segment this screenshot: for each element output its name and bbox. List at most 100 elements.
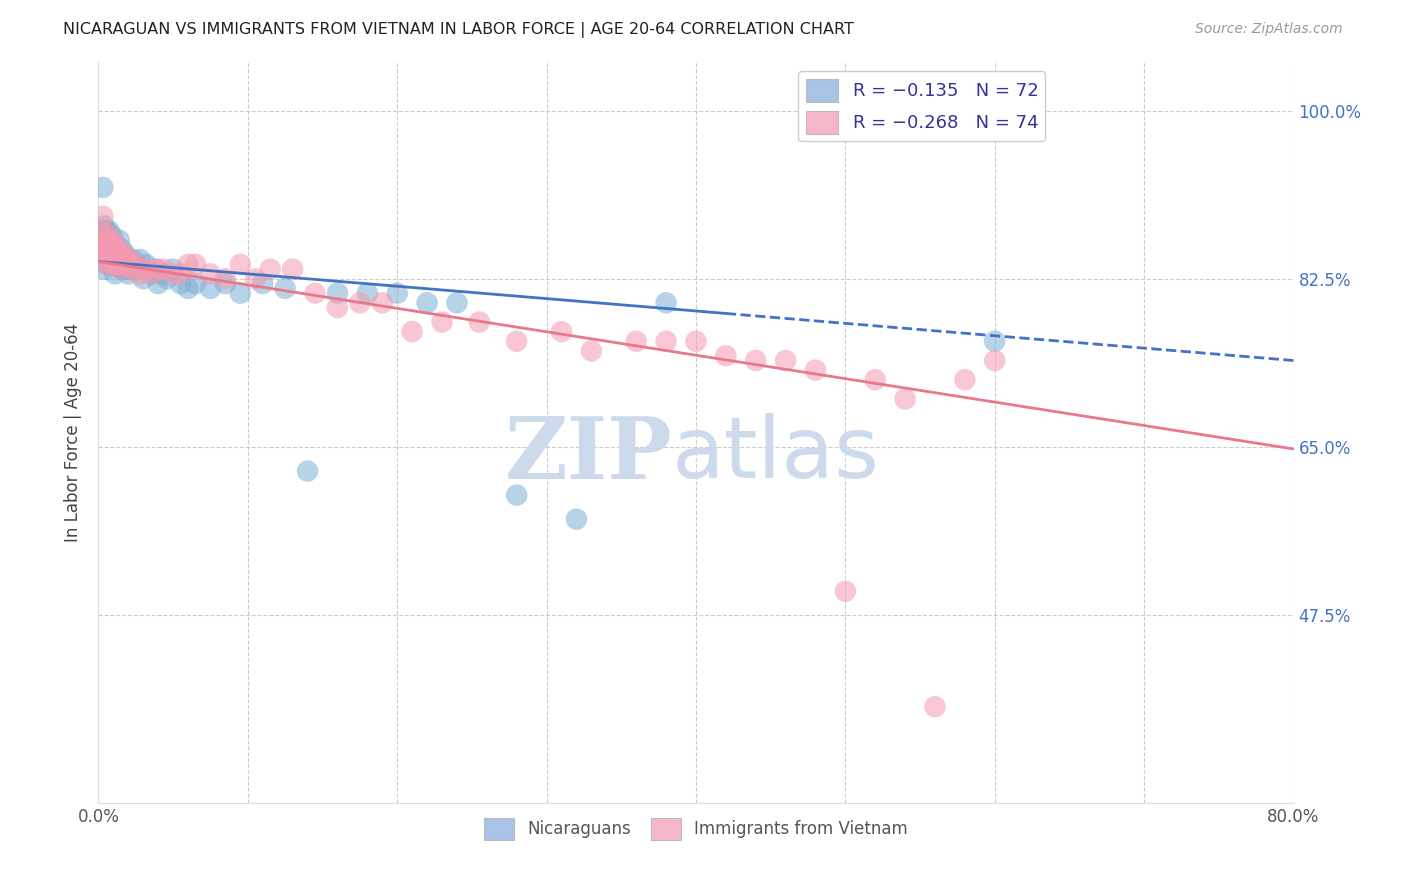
Point: [430, 315, 453, 329]
Point: [111, 243, 134, 257]
Point: [97, 224, 120, 238]
Point: [114, 257, 136, 271]
Point: [132, 272, 155, 286]
Point: [252, 277, 274, 291]
Point: [94, 224, 117, 238]
Point: [401, 325, 423, 339]
Point: [98, 252, 122, 267]
Point: [200, 267, 222, 281]
Point: [94, 252, 117, 267]
Point: [581, 343, 603, 358]
Point: [356, 286, 378, 301]
Point: [110, 262, 132, 277]
Point: [114, 257, 136, 271]
Point: [91, 238, 114, 252]
Point: [105, 248, 128, 262]
Point: [111, 257, 134, 271]
Point: [94, 252, 117, 267]
Point: [148, 262, 170, 277]
Point: [125, 262, 148, 277]
Point: [214, 272, 236, 286]
Point: [152, 267, 174, 281]
Point: [506, 334, 529, 349]
Text: NICARAGUAN VS IMMIGRANTS FROM VIETNAM IN LABOR FORCE | AGE 20-64 CORRELATION CHA: NICARAGUAN VS IMMIGRANTS FROM VIETNAM IN…: [63, 22, 855, 38]
Point: [120, 262, 142, 277]
Point: [107, 243, 129, 257]
Point: [148, 277, 170, 291]
Point: [101, 228, 124, 243]
Point: [214, 277, 236, 291]
Point: [804, 363, 827, 377]
Point: [129, 252, 152, 267]
Point: [385, 286, 409, 301]
Text: atlas: atlas: [672, 413, 880, 496]
Point: [446, 295, 468, 310]
Point: [184, 277, 207, 291]
Point: [91, 180, 114, 194]
Point: [98, 233, 122, 247]
Point: [349, 295, 371, 310]
Point: [111, 257, 134, 271]
Point: [714, 349, 737, 363]
Point: [371, 295, 394, 310]
Point: [94, 238, 117, 252]
Point: [136, 262, 159, 277]
Point: [110, 262, 132, 277]
Point: [135, 257, 157, 271]
Point: [112, 248, 135, 262]
Point: [97, 233, 120, 247]
Point: [139, 267, 162, 281]
Point: [96, 257, 118, 271]
Point: [103, 252, 125, 267]
Point: [506, 488, 529, 502]
Point: [97, 243, 120, 257]
Point: [416, 295, 439, 310]
Point: [281, 262, 304, 277]
Point: [245, 272, 267, 286]
Point: [865, 373, 887, 387]
Point: [107, 257, 129, 271]
Text: ZIP: ZIP: [505, 413, 672, 497]
Point: [117, 267, 139, 281]
Point: [685, 334, 707, 349]
Point: [626, 334, 648, 349]
Point: [105, 238, 128, 252]
Point: [128, 267, 150, 281]
Point: [107, 243, 129, 257]
Point: [93, 262, 115, 277]
Point: [894, 392, 917, 406]
Point: [565, 512, 588, 526]
Point: [297, 464, 319, 478]
Point: [98, 257, 122, 271]
Point: [115, 252, 138, 267]
Point: [108, 252, 131, 267]
Point: [110, 248, 132, 262]
Point: [984, 353, 1007, 368]
Point: [103, 238, 125, 252]
Point: [121, 252, 143, 267]
Point: [141, 267, 163, 281]
Point: [200, 281, 222, 295]
Point: [229, 286, 252, 301]
Point: [550, 325, 572, 339]
Point: [114, 248, 136, 262]
Point: [112, 262, 135, 277]
Point: [108, 233, 131, 247]
Point: [834, 584, 856, 599]
Point: [229, 257, 252, 271]
Point: [177, 281, 200, 295]
Point: [143, 262, 166, 277]
Point: [97, 228, 120, 243]
Point: [103, 252, 125, 267]
Point: [153, 262, 176, 277]
Point: [162, 262, 184, 277]
Point: [124, 257, 146, 271]
Point: [274, 281, 297, 295]
Point: [468, 315, 491, 329]
Point: [104, 243, 127, 257]
Point: [90, 224, 112, 238]
Point: [93, 243, 115, 257]
Point: [97, 243, 120, 257]
Legend: Nicaraguans, Immigrants from Vietnam: Nicaraguans, Immigrants from Vietnam: [477, 812, 915, 847]
Point: [259, 262, 281, 277]
